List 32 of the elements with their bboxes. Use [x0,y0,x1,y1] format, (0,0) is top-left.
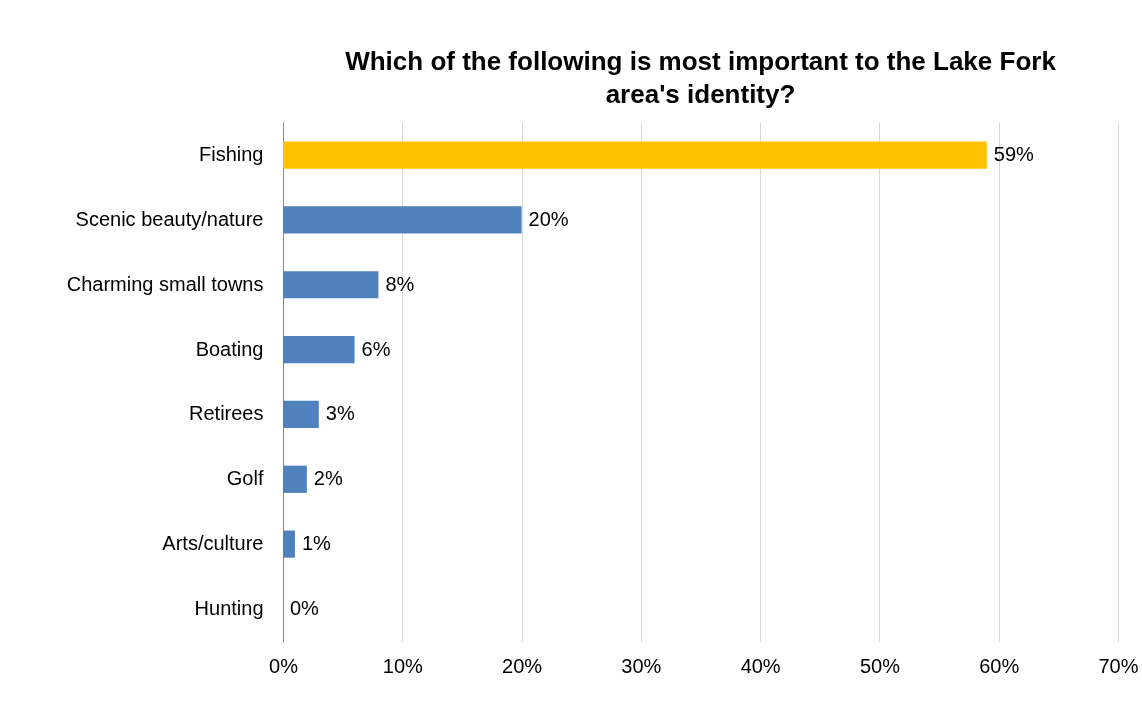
data-label: 20% [528,207,569,230]
y-tick-label: Arts/culture [162,532,264,555]
y-tick-label: Retirees [189,402,264,425]
bar [283,465,307,493]
bar [283,530,295,558]
data-label: 3% [325,402,355,425]
y-tick-label: Scenic beauty/nature [75,207,264,230]
data-label: 1% [301,532,332,555]
data-label: 2% [313,467,343,490]
y-tick-label: Charming small towns [66,272,264,295]
x-tick-label: 70% [1098,654,1139,677]
bar [283,206,522,234]
x-tick-label: 20% [502,654,543,677]
x-tick-label: 10% [382,654,424,677]
bar [283,335,355,364]
x-tick-label: 50% [859,654,901,677]
data-label: 0% [290,596,320,619]
y-tick-label: Fishing [199,143,264,166]
bar [283,400,319,429]
x-tick-label: 40% [740,654,781,677]
x-tick-label: 30% [621,654,662,677]
data-label: 8% [385,272,415,295]
data-label: 59% [993,143,1035,166]
chart-title: Which of the following is most important to the Lake Fork area's identity? [345,46,1057,109]
x-tick-label: 0% [269,654,299,677]
bar [283,271,379,299]
x-tick-label: 60% [979,654,1020,677]
bar [283,141,987,169]
y-tick-label: Boating [195,337,264,360]
data-label: 6% [361,337,391,360]
y-tick-label: Golf [226,467,264,490]
y-tick-label: Hunting [194,596,264,619]
